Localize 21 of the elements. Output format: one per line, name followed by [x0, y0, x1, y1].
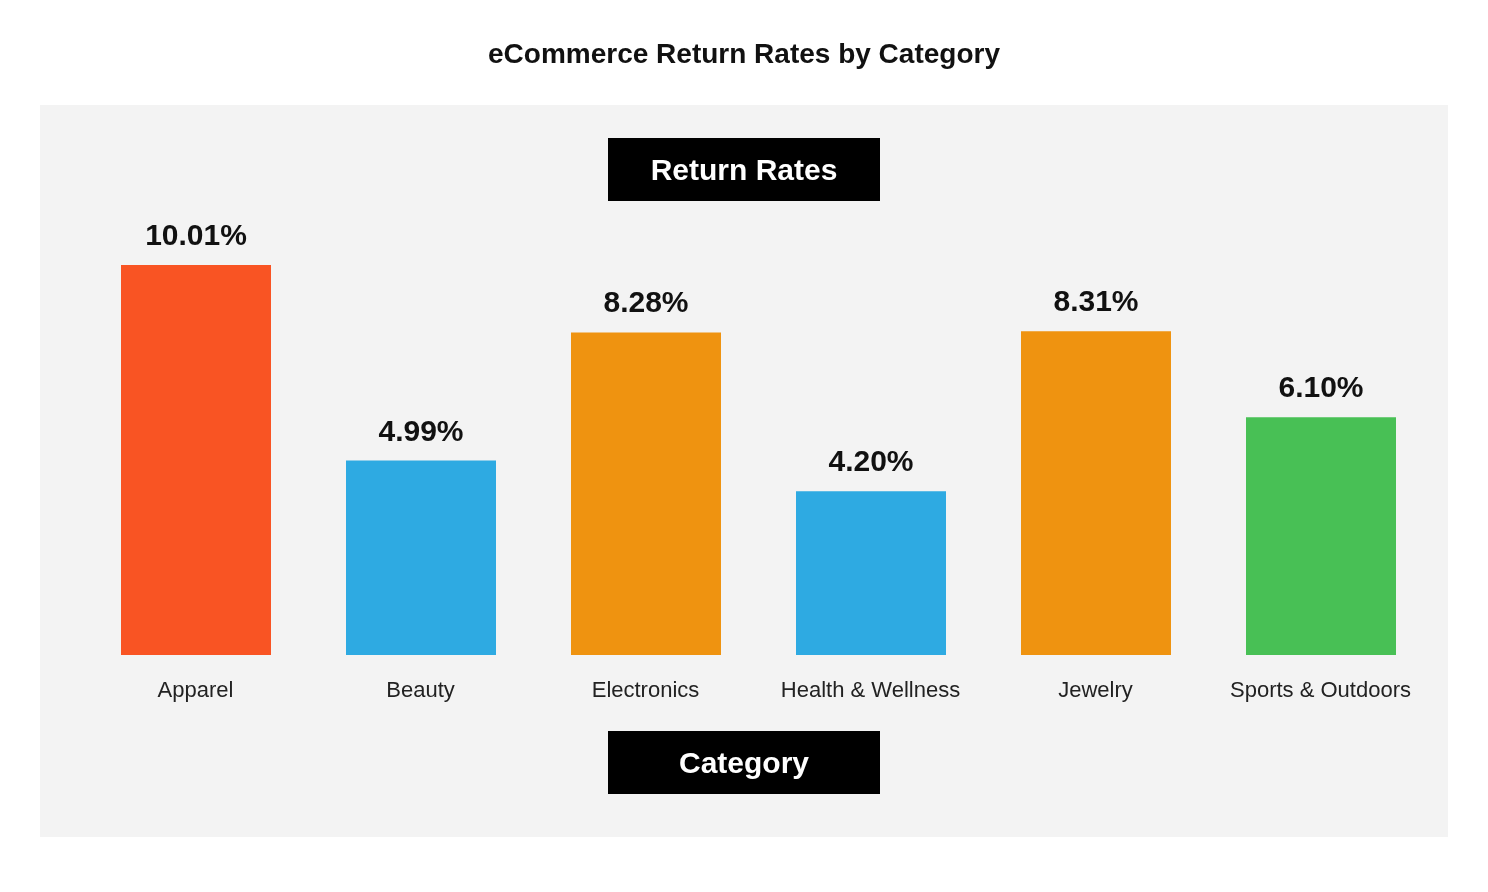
y-axis-title: Return Rates	[650, 152, 838, 187]
chart-title: eCommerce Return Rates by Category	[487, 38, 1001, 70]
x-tick-label: Beauty	[386, 676, 455, 702]
x-tick-label: Health & Wellness	[780, 676, 961, 702]
data-label: 4.99%	[378, 413, 464, 447]
x-tick-label: Sports & Outdoors	[1230, 676, 1411, 702]
x-axis-title: Category	[678, 745, 810, 780]
data-label: 10.01%	[145, 218, 247, 251]
bar	[571, 332, 721, 655]
data-label: 4.20%	[828, 444, 914, 478]
x-tick-label: Electronics	[591, 676, 700, 702]
data-label: 8.31%	[1053, 284, 1139, 318]
data-label: 8.28%	[603, 285, 689, 319]
bar	[346, 460, 496, 655]
bar	[1246, 417, 1396, 655]
bar	[796, 491, 946, 655]
x-tick-label: Apparel	[157, 676, 234, 702]
bar	[121, 265, 271, 655]
data-label: 6.10%	[1278, 370, 1364, 404]
bar	[1021, 331, 1171, 655]
x-tick-label: Jewelry	[1058, 676, 1133, 702]
